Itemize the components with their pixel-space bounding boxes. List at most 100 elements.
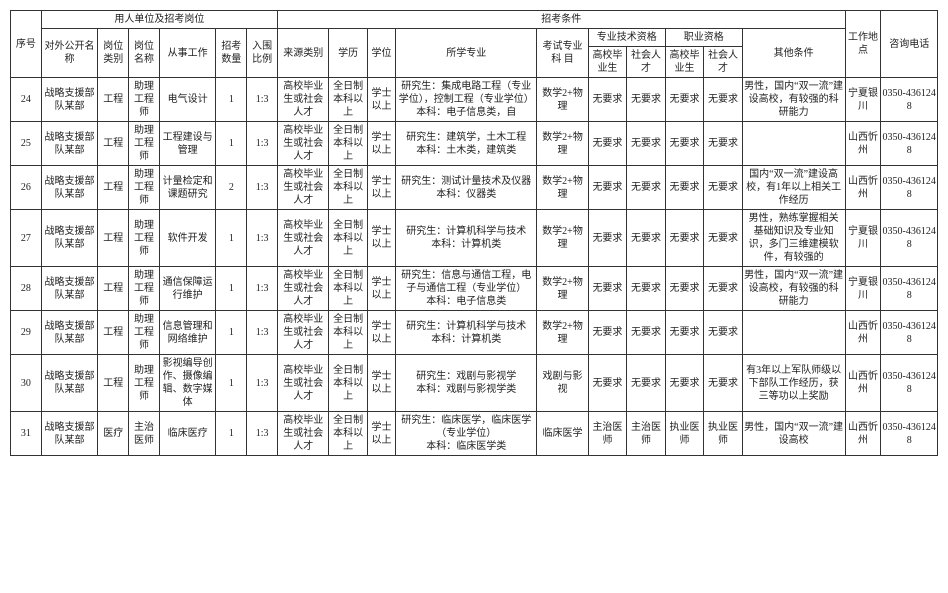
cell-work: 影视编导创作、摄像编辑、数字媒体 xyxy=(159,355,215,412)
cell-voc_social: 无要求 xyxy=(704,78,743,122)
cell-other: 男性，国内“双一流”建设高校，有较强的科研能力 xyxy=(742,78,845,122)
cell-post_cat: 工程 xyxy=(98,267,129,311)
cell-major: 研究生：集成电路工程（专业学位），控制工程（专业学位）本科：电子信息类，自 xyxy=(396,78,537,122)
cell-source: 高校毕业生或社会人才 xyxy=(278,311,329,355)
cell-voc_social: 无要求 xyxy=(704,210,743,267)
cell-degree: 学士以上 xyxy=(367,267,395,311)
cell-major: 研究生：戏剧与影视学本科：戏剧与影视学类 xyxy=(396,355,537,412)
cell-phone: 0350-4361248 xyxy=(881,166,938,210)
cell-voc_grad: 无要求 xyxy=(665,311,704,355)
cell-count: 1 xyxy=(216,267,247,311)
cell-voc_social: 执业医师 xyxy=(704,412,743,456)
header-major: 所学专业 xyxy=(396,29,537,78)
header-cond-group: 招考条件 xyxy=(278,11,845,29)
cell-major: 研究生：建筑学，土木工程本科：土木类，建筑类 xyxy=(396,122,537,166)
cell-ratio: 1:3 xyxy=(247,210,278,267)
cell-major: 研究生：测试计量技术及仪器本科：仪器类 xyxy=(396,166,537,210)
cell-count: 1 xyxy=(216,311,247,355)
header-degree: 学位 xyxy=(367,29,395,78)
cell-voc_social: 无要求 xyxy=(704,166,743,210)
cell-phone: 0350-4361248 xyxy=(881,311,938,355)
cell-exam: 数学2+物理 xyxy=(537,210,588,267)
header-work: 从事工作 xyxy=(159,29,215,78)
cell-other: 有3年以上军队师级以下部队工作经历，获三等功以上奖励 xyxy=(742,355,845,412)
header-voc-grad: 高校毕业生 xyxy=(665,47,704,78)
cell-source: 高校毕业生或社会人才 xyxy=(278,267,329,311)
cell-unit_name: 战略支援部队某部 xyxy=(41,267,97,311)
cell-voc_social: 无要求 xyxy=(704,267,743,311)
cell-pt_social: 无要求 xyxy=(627,166,666,210)
cell-edu: 全日制本科以上 xyxy=(329,311,368,355)
cell-degree: 学士以上 xyxy=(367,355,395,412)
cell-work: 通信保障运行维护 xyxy=(159,267,215,311)
cell-pt_grad: 主治医师 xyxy=(588,412,627,456)
cell-edu: 全日制本科以上 xyxy=(329,267,368,311)
cell-seq: 31 xyxy=(11,412,42,456)
cell-voc_grad: 无要求 xyxy=(665,78,704,122)
cell-other: 国内“双一流”建设高校，有1年以上相关工作经历 xyxy=(742,166,845,210)
cell-workplace: 宁夏银川 xyxy=(845,210,881,267)
cell-edu: 全日制本科以上 xyxy=(329,166,368,210)
table-row: 25战略支援部队某部工程助理工程师工程建设与管理11:3高校毕业生或社会人才全日… xyxy=(11,122,938,166)
cell-major: 研究生：计算机科学与技术本科：计算机类 xyxy=(396,210,537,267)
cell-work: 工程建设与管理 xyxy=(159,122,215,166)
cell-major: 研究生：信息与通信工程，电子与通信工程（专业学位）本科：电子信息类 xyxy=(396,267,537,311)
cell-post_name: 助理工程师 xyxy=(129,311,160,355)
header-exam: 考试专业科 目 xyxy=(537,29,588,78)
cell-edu: 全日制本科以上 xyxy=(329,412,368,456)
cell-post_name: 助理工程师 xyxy=(129,78,160,122)
cell-edu: 全日制本科以上 xyxy=(329,210,368,267)
cell-pt_social: 无要求 xyxy=(627,311,666,355)
cell-post_name: 助理工程师 xyxy=(129,122,160,166)
cell-voc_grad: 无要求 xyxy=(665,122,704,166)
cell-ratio: 1:3 xyxy=(247,78,278,122)
header-unit-name: 对外公开名 称 xyxy=(41,29,97,78)
cell-major: 研究生：临床医学，临床医学（专业学位）本科：临床医学类 xyxy=(396,412,537,456)
cell-source: 高校毕业生或社会人才 xyxy=(278,210,329,267)
cell-source: 高校毕业生或社会人才 xyxy=(278,355,329,412)
cell-pt_social: 无要求 xyxy=(627,267,666,311)
header-post-cat: 岗位类别 xyxy=(98,29,129,78)
cell-voc_social: 无要求 xyxy=(704,122,743,166)
cell-post_cat: 医疗 xyxy=(98,412,129,456)
cell-count: 1 xyxy=(216,210,247,267)
cell-pt_social: 无要求 xyxy=(627,355,666,412)
header-other: 其他条件 xyxy=(742,29,845,78)
cell-pt_grad: 无要求 xyxy=(588,122,627,166)
cell-pt_grad: 无要求 xyxy=(588,210,627,267)
header-phone: 咨询电话 xyxy=(881,11,938,78)
cell-voc_social: 无要求 xyxy=(704,355,743,412)
cell-degree: 学士以上 xyxy=(367,122,395,166)
cell-work: 临床医疗 xyxy=(159,412,215,456)
cell-other: 男性，熟练掌握相关基础知识及专业知识，多门三维建模软件，有较强的 xyxy=(742,210,845,267)
header-pt-social: 社会人才 xyxy=(627,47,666,78)
cell-seq: 25 xyxy=(11,122,42,166)
cell-work: 电气设计 xyxy=(159,78,215,122)
header-count: 招考数量 xyxy=(216,29,247,78)
header-unit-group: 用人单位及招考岗位 xyxy=(41,11,277,29)
recruitment-table: 序号 用人单位及招考岗位 招考条件 工作地点 咨询电话 对外公开名 称 岗位类别… xyxy=(10,10,938,456)
cell-seq: 24 xyxy=(11,78,42,122)
cell-voc_grad: 无要求 xyxy=(665,355,704,412)
header-source: 来源类别 xyxy=(278,29,329,78)
cell-phone: 0350-4361248 xyxy=(881,122,938,166)
cell-phone: 0350-4361248 xyxy=(881,355,938,412)
cell-exam: 临床医学 xyxy=(537,412,588,456)
cell-post_name: 助理工程师 xyxy=(129,355,160,412)
cell-pt_social: 无要求 xyxy=(627,122,666,166)
cell-degree: 学士以上 xyxy=(367,166,395,210)
cell-major: 研究生：计算机科学与技术本科：计算机类 xyxy=(396,311,537,355)
cell-exam: 数学2+物理 xyxy=(537,122,588,166)
cell-ratio: 1:3 xyxy=(247,267,278,311)
cell-exam: 数学2+物理 xyxy=(537,311,588,355)
cell-ratio: 1:3 xyxy=(247,311,278,355)
cell-phone: 0350-4361248 xyxy=(881,78,938,122)
cell-phone: 0350-4361248 xyxy=(881,210,938,267)
cell-voc_grad: 执业医师 xyxy=(665,412,704,456)
cell-workplace: 宁夏银川 xyxy=(845,267,881,311)
cell-pt_social: 主治医师 xyxy=(627,412,666,456)
cell-post_cat: 工程 xyxy=(98,122,129,166)
cell-voc_grad: 无要求 xyxy=(665,210,704,267)
cell-other xyxy=(742,122,845,166)
cell-post_name: 助理工程师 xyxy=(129,210,160,267)
